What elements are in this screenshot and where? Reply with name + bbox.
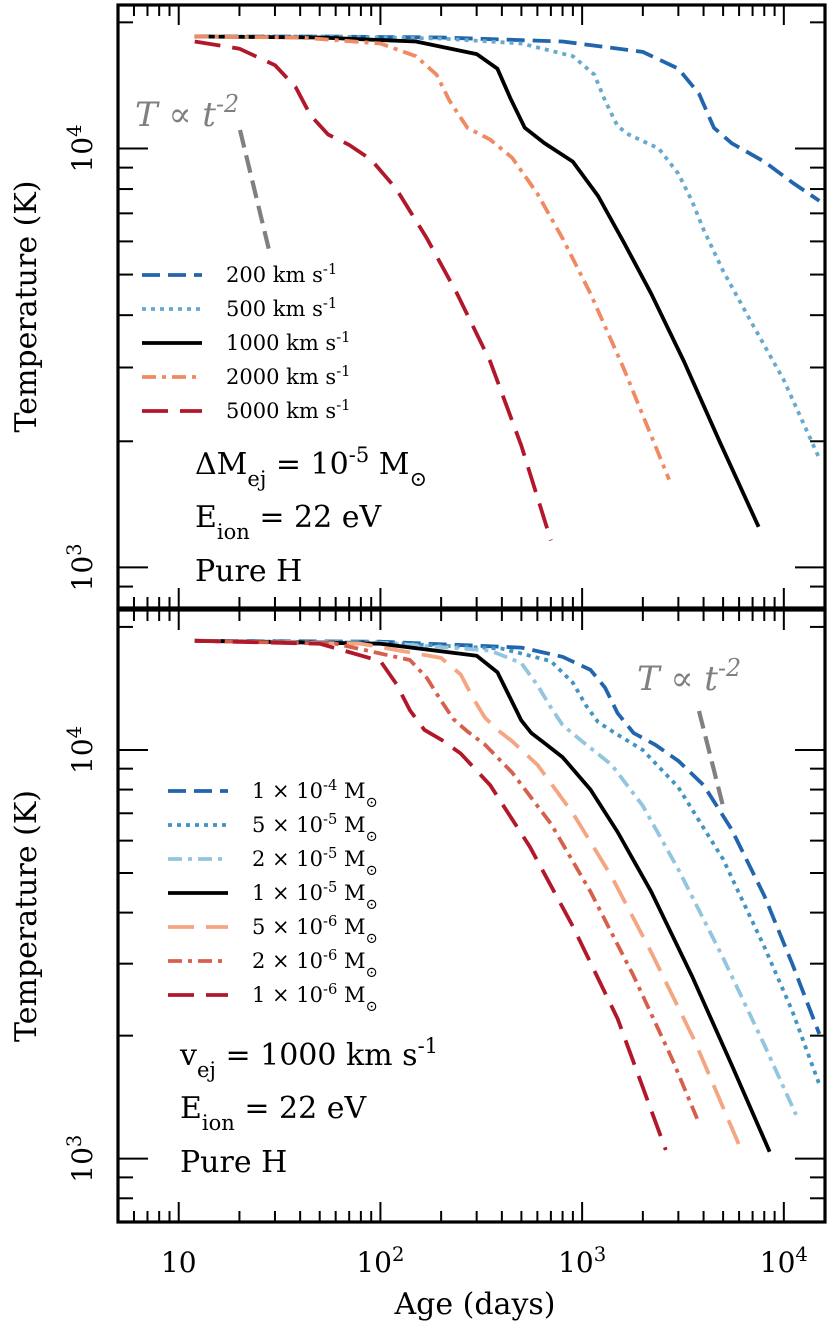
- x-axis-label: Age (days): [393, 1287, 555, 1322]
- panel-top: 103 104 Temperature (K) 200 km s-1 500 km s-…: [9, 3, 827, 610]
- annotation-2: Eion = 22 eV: [195, 500, 382, 544]
- series-group: [194, 34, 822, 541]
- plot-frame: [116, 3, 827, 610]
- legend-label-1: 1 × 10-4 M⊙: [252, 777, 378, 811]
- y-axis-label: Temperature (K): [9, 790, 44, 1042]
- series-line-3: [194, 638, 798, 1116]
- legend-label-2: 500 km s-1: [226, 295, 337, 322]
- y-tick-label: 104: [63, 726, 100, 774]
- legend-label-4: 2000 km s-1: [226, 363, 351, 390]
- slope-label: T ∝ t-2: [637, 654, 741, 699]
- legend-label-7: 1 × 10-6 M⊙: [252, 981, 378, 1015]
- series-line-4: [194, 34, 671, 481]
- plot-frame: [116, 608, 827, 1224]
- y-tick-label: 103: [63, 543, 100, 591]
- series-line-5: [194, 638, 741, 1146]
- series-line-1: [194, 34, 821, 203]
- annotation-3: Pure H: [180, 1145, 287, 1180]
- slope-guide-line: [696, 710, 727, 811]
- legend-label-3: 2 × 10-5 M⊙: [252, 845, 378, 879]
- annotation-1: ΔMej = 10-5 M⊙: [195, 443, 427, 491]
- slope-guide-line: [237, 129, 273, 255]
- slope-label: T ∝ t-2: [135, 90, 239, 135]
- y-axis-label: Temperature (K): [9, 181, 44, 433]
- annotation-3: Pure H: [195, 554, 302, 589]
- y-tick-label: 103: [63, 1135, 100, 1183]
- legend-label-4: 1 × 10-5 M⊙: [252, 879, 378, 913]
- series-line-6: [194, 638, 701, 1125]
- legend-label-6: 2 × 10-6 M⊙: [252, 947, 378, 981]
- legend-label-2: 5 × 10-5 M⊙: [252, 811, 378, 845]
- y-tick-label: 104: [63, 124, 100, 172]
- series-line-7: [194, 638, 668, 1151]
- panel-bottom: 103 104 Temperature (K) 10 102 103 104 1 × 10-4…: [9, 608, 827, 1280]
- series-line-1: [194, 638, 822, 1035]
- series-line-5: [194, 39, 553, 541]
- legend-label-5: 5000 km s-1: [226, 397, 351, 424]
- annotation-1: vej = 1000 km s-1: [179, 1034, 438, 1082]
- x-tick-label: 10: [161, 1246, 197, 1279]
- x-tick-label: 104: [760, 1243, 808, 1280]
- annotation-2: Eion = 22 eV: [180, 1091, 367, 1135]
- series-line-2: [194, 638, 822, 1086]
- x-tick-label: 103: [558, 1243, 606, 1280]
- series-line-4: [194, 638, 772, 1153]
- series-line-3: [194, 34, 761, 528]
- series-group: [194, 638, 822, 1153]
- legend-label-3: 1000 km s-1: [226, 329, 351, 356]
- x-tick-label: 102: [356, 1243, 404, 1280]
- legend-label-1: 200 km s-1: [226, 261, 337, 288]
- series-line-2: [194, 34, 822, 460]
- legend-label-5: 5 × 10-6 M⊙: [252, 913, 378, 947]
